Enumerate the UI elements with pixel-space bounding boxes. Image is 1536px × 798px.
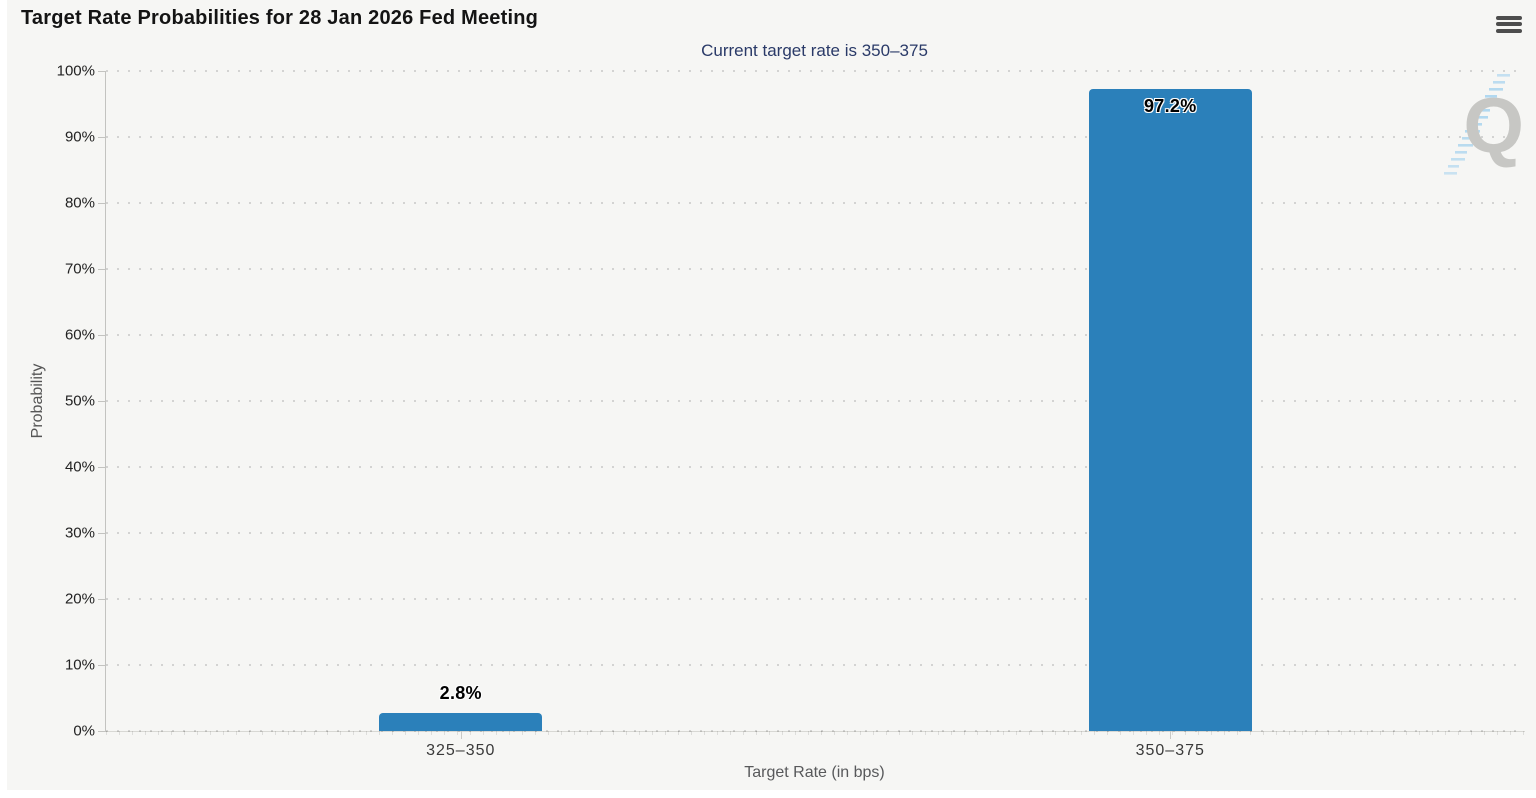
y-axis-tick (98, 71, 106, 72)
y-tick-label: 60% (64, 326, 95, 344)
menu-button[interactable] (1494, 11, 1524, 37)
gridline (106, 268, 1525, 270)
plot-area: 0% 10% 20% 30% 40% 50% 60% 70% 80% 90% 100% 2.8% 325… (57, 63, 1525, 759)
hamburger-icon (1496, 28, 1522, 33)
bar-value-label: 2.8% (439, 682, 482, 703)
y-axis-tick (98, 731, 106, 732)
gridline (106, 730, 1525, 732)
y-axis-tick (98, 467, 106, 468)
gridline (106, 400, 1525, 402)
gridline (106, 70, 1525, 72)
y-tick-label: 80% (64, 194, 95, 212)
hamburger-icon (1496, 15, 1522, 20)
y-tick-label: 30% (64, 524, 95, 542)
y-axis-tick (98, 335, 106, 336)
y-axis-tick (98, 665, 106, 666)
gridline (106, 664, 1525, 666)
y-tick-label: 40% (64, 458, 95, 476)
gridline (106, 136, 1525, 138)
x-axis-minor-ticks (106, 731, 1525, 735)
x-axis-tick (1170, 731, 1172, 739)
x-tick-label: 325–350 (426, 742, 496, 759)
page-title: Target Rate Probabilities for 28 Jan 202… (21, 7, 539, 29)
x-tick-label: 350–375 (1135, 742, 1205, 759)
x-axis-tick (460, 731, 462, 739)
y-tick-label: 50% (64, 392, 95, 410)
y-axis-tick (98, 203, 106, 204)
bar-350-375[interactable] (1088, 89, 1252, 731)
y-axis-tick (98, 137, 106, 138)
gridline (106, 466, 1525, 468)
y-axis-tick (98, 269, 106, 270)
gridline (106, 532, 1525, 534)
y-tick-label: 90% (64, 128, 95, 146)
gridline (106, 202, 1525, 204)
chart-panel (7, 0, 1536, 790)
gridline (106, 598, 1525, 600)
bar-value-label: 97.2% (1143, 96, 1197, 117)
y-axis-tick (98, 401, 106, 402)
bar-325-350[interactable] (379, 712, 543, 731)
chart-subtitle: Current target rate is 350–375 (701, 41, 928, 60)
x-axis-title: Target Rate (in bps) (744, 764, 885, 781)
y-tick-label: 10% (64, 656, 95, 674)
hamburger-icon (1496, 22, 1522, 26)
gridline (106, 334, 1525, 336)
y-tick-label: 0% (73, 722, 95, 740)
y-axis-title: Probability (29, 363, 46, 439)
y-axis-tick (98, 599, 106, 600)
y-axis-tick (98, 533, 106, 534)
y-tick-label: 100% (56, 62, 95, 80)
y-tick-label: 70% (64, 260, 95, 278)
y-tick-label: 20% (64, 590, 95, 608)
